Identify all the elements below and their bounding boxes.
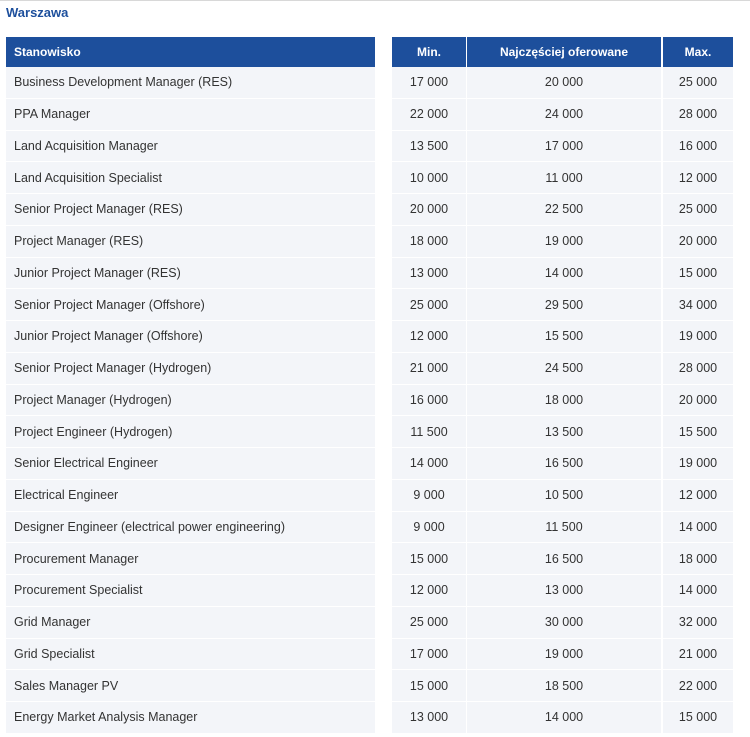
position-cell: Procurement Specialist <box>6 575 375 607</box>
salary-cell: 13 500 <box>467 416 661 448</box>
salary-cell: 28 000 <box>663 352 733 385</box>
position-cell: Project Manager (Hydrogen) <box>6 384 375 417</box>
salary-cell: 14 000 <box>392 448 466 480</box>
salary-cell: 18 000 <box>663 543 733 575</box>
position-cell: Project Engineer (Hydrogen) <box>6 416 375 448</box>
header-cell: Najczęściej oferowane <box>467 37 661 67</box>
salary-cell: 19 000 <box>663 448 733 480</box>
salary-cell: 25 000 <box>663 194 733 226</box>
salary-cell: 17 000 <box>392 638 466 671</box>
salary-cell: 13 000 <box>392 257 466 290</box>
position-cell: Senior Project Manager (Offshore) <box>6 289 375 321</box>
salary-cell: 15 000 <box>392 670 466 702</box>
salary-cell: 12 000 <box>392 575 466 607</box>
salary-cell: 13 000 <box>467 575 661 607</box>
salary-cell: 17 000 <box>392 67 466 99</box>
position-cell: Electrical Engineer <box>6 479 375 512</box>
salary-cell: 16 000 <box>392 384 466 417</box>
salary-cell: 13 500 <box>392 130 466 163</box>
salary-cell: 14 000 <box>467 257 661 290</box>
salary-cell: 15 000 <box>663 702 733 734</box>
salary-cell: 15 000 <box>663 257 733 290</box>
salary-cell: 15 000 <box>392 543 466 575</box>
position-cell: PPA Manager <box>6 98 375 131</box>
title: Warszawa <box>6 5 69 20</box>
salary-cell: 16 000 <box>663 130 733 163</box>
salary-cell: 18 000 <box>467 384 661 417</box>
salary-cell: 29 500 <box>467 289 661 321</box>
position-cell: Designer Engineer (electrical power engi… <box>6 511 375 544</box>
header-cell: Min. <box>392 37 466 67</box>
salary-cell: 14 000 <box>663 511 733 544</box>
salary-cell: 9 000 <box>392 479 466 512</box>
salary-cell: 25 000 <box>663 67 733 99</box>
position-cell: Project Manager (RES) <box>6 225 375 258</box>
salary-cell: 21 000 <box>663 638 733 671</box>
header-cell: Max. <box>663 37 733 67</box>
position-cell: Sales Manager PV <box>6 670 375 702</box>
salary-cell: 16 500 <box>467 448 661 480</box>
salary-cell: 30 000 <box>467 606 661 639</box>
salary-cell: 20 000 <box>663 384 733 417</box>
salary-cell: 14 000 <box>663 575 733 607</box>
salary-cell: 22 500 <box>467 194 661 226</box>
salary-cell: 18 000 <box>392 225 466 258</box>
position-cell: Grid Specialist <box>6 638 375 671</box>
salary-cell: 17 000 <box>467 130 661 163</box>
position-cell: Procurement Manager <box>6 543 375 575</box>
salary-cell: 16 500 <box>467 543 661 575</box>
header-cell: Stanowisko <box>6 37 375 67</box>
salary-cell: 12 000 <box>663 162 733 194</box>
salary-cell: 11 500 <box>392 416 466 448</box>
position-cell: Grid Manager <box>6 606 375 639</box>
salary-cell: 25 000 <box>392 289 466 321</box>
salary-cell: 24 000 <box>467 98 661 131</box>
salary-cell: 20 000 <box>392 194 466 226</box>
salary-cell: 10 000 <box>392 162 466 194</box>
salary-cell: 19 000 <box>467 638 661 671</box>
salary-cell: 22 000 <box>663 670 733 702</box>
salary-cell: 24 500 <box>467 352 661 385</box>
position-cell: Junior Project Manager (Offshore) <box>6 321 375 353</box>
position-cell: Senior Electrical Engineer <box>6 448 375 480</box>
salary-cell: 34 000 <box>663 289 733 321</box>
position-cell: Business Development Manager (RES) <box>6 67 375 99</box>
position-cell: Land Acquisition Manager <box>6 130 375 163</box>
salary-cell: 20 000 <box>663 225 733 258</box>
salary-cell: 11 000 <box>467 162 661 194</box>
salary-cell: 21 000 <box>392 352 466 385</box>
salary-cell: 15 500 <box>663 416 733 448</box>
salary-cell: 15 500 <box>467 321 661 353</box>
salary-cell: 9 000 <box>392 511 466 544</box>
position-cell: Junior Project Manager (RES) <box>6 257 375 290</box>
salary-cell: 14 000 <box>467 702 661 734</box>
salary-cell: 28 000 <box>663 98 733 131</box>
salary-cell: 19 000 <box>663 321 733 353</box>
salary-cell: 18 500 <box>467 670 661 702</box>
salary-cell: 12 000 <box>663 479 733 512</box>
salary-cell: 22 000 <box>392 98 466 131</box>
position-cell: Land Acquisition Specialist <box>6 162 375 194</box>
salary-cell: 25 000 <box>392 606 466 639</box>
salary-cell: 12 000 <box>392 321 466 353</box>
position-cell: Energy Market Analysis Manager <box>6 702 375 734</box>
salary-cell: 10 500 <box>467 479 661 512</box>
position-cell: Senior Project Manager (RES) <box>6 194 375 226</box>
salary-cell: 20 000 <box>467 67 661 99</box>
position-cell: Senior Project Manager (Hydrogen) <box>6 352 375 385</box>
salary-cell: 11 500 <box>467 511 661 544</box>
salary-cell: 13 000 <box>392 702 466 734</box>
salary-cell: 19 000 <box>467 225 661 258</box>
salary-cell: 32 000 <box>663 606 733 639</box>
